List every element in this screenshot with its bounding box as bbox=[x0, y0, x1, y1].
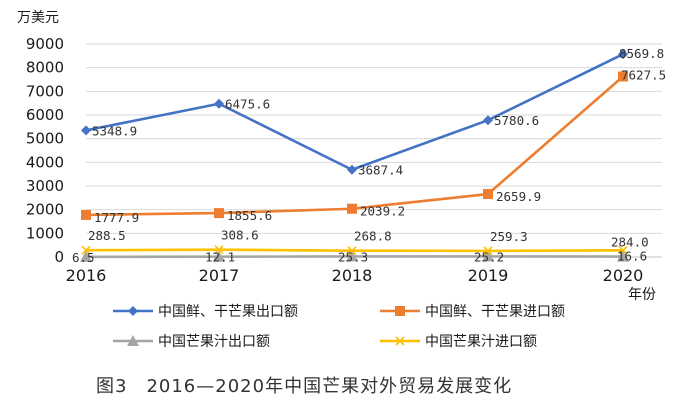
data-point-x bbox=[483, 246, 493, 256]
gridlines bbox=[86, 43, 662, 258]
x-stroke bbox=[483, 246, 493, 256]
y-tick-label: 3000 bbox=[26, 177, 64, 195]
data-point-diamond bbox=[214, 98, 224, 109]
data-point-triangle bbox=[213, 250, 225, 262]
data-point-diamond bbox=[81, 125, 91, 136]
data-point-triangle bbox=[127, 335, 139, 346]
data-label: 7627.5 bbox=[621, 67, 666, 82]
x-stroke bbox=[395, 336, 405, 346]
y-tick-label: 5000 bbox=[26, 130, 64, 148]
data-point-x bbox=[81, 245, 91, 255]
x-tick-label: 2016 bbox=[66, 266, 107, 285]
x-axis-unit-label: 年份 bbox=[628, 287, 656, 303]
data-label: 284.0 bbox=[611, 234, 649, 249]
y-tick-label: 4000 bbox=[26, 153, 64, 171]
data-label: 2659.9 bbox=[496, 189, 541, 204]
data-point-triangle bbox=[482, 250, 494, 262]
chart-title: 图3 2016—2020年中国芒果对外贸易发展变化 bbox=[96, 376, 512, 397]
data-point-triangle bbox=[346, 250, 358, 262]
data-label: 12.1 bbox=[205, 250, 235, 265]
data-label: 1777.9 bbox=[94, 210, 139, 225]
x-tick-label: 2019 bbox=[468, 266, 509, 285]
data-label: 268.8 bbox=[354, 229, 392, 244]
data-label: 3687.4 bbox=[358, 163, 403, 178]
data-label: 5780.6 bbox=[494, 113, 539, 128]
data-label: 308.6 bbox=[221, 228, 259, 243]
x-tick-label: 2020 bbox=[603, 266, 644, 285]
data-label: 25.2 bbox=[474, 249, 504, 264]
data-label: 259.3 bbox=[490, 229, 528, 244]
legend-label: 中国鲜、干芒果进口额 bbox=[425, 304, 565, 320]
data-label: 6475.6 bbox=[225, 97, 270, 112]
legend-item: 中国芒果汁进口额 bbox=[380, 334, 537, 350]
data-point-square bbox=[347, 203, 357, 214]
data-point-square bbox=[214, 208, 224, 219]
y-tick-label: 2000 bbox=[26, 201, 64, 219]
y-tick-label: 7000 bbox=[26, 82, 64, 100]
y-tick-label: 8000 bbox=[26, 59, 64, 77]
data-label: 1855.6 bbox=[227, 208, 272, 223]
legend-item: 中国鲜、干芒果出口额 bbox=[113, 304, 298, 320]
data-point-square bbox=[395, 306, 405, 316]
data-point-x bbox=[214, 245, 224, 255]
data-point-square bbox=[618, 71, 628, 82]
legend-item: 中国芒果汁出口额 bbox=[113, 334, 270, 350]
x-stroke bbox=[618, 245, 628, 255]
y-tick-label: 6000 bbox=[26, 106, 64, 124]
y-tick-label: 0 bbox=[54, 248, 64, 266]
data-label: 2039.2 bbox=[360, 204, 405, 219]
legend-item: 中国鲜、干芒果进口额 bbox=[380, 304, 565, 320]
data-label: 5348.9 bbox=[92, 123, 137, 138]
data-label: 25.3 bbox=[338, 249, 368, 264]
x-axis-ticks: 2016 2017 2018 2019 2020 bbox=[66, 266, 644, 285]
legend-label: 中国芒果汁进口额 bbox=[425, 334, 537, 350]
data-point-diamond bbox=[618, 49, 628, 60]
x-stroke bbox=[347, 246, 357, 256]
data-point-x bbox=[395, 336, 405, 346]
y-axis-ticks: 0 1000 2000 3000 4000 5000 6000 7000 8000 9000 bbox=[26, 35, 64, 266]
data-label: 16.6 bbox=[617, 249, 647, 264]
x-stroke bbox=[81, 245, 91, 255]
legend-label: 中国鲜、干芒果出口额 bbox=[158, 304, 298, 320]
y-tick-label: 1000 bbox=[26, 224, 64, 242]
data-point-diamond bbox=[483, 115, 493, 126]
data-point-square bbox=[483, 189, 493, 200]
data-point-square bbox=[81, 209, 91, 220]
x-stroke bbox=[214, 245, 224, 255]
series-markers bbox=[80, 49, 629, 262]
data-label: 6.5 bbox=[72, 250, 95, 265]
data-point-triangle bbox=[80, 250, 92, 262]
x-tick-label: 2017 bbox=[199, 266, 240, 285]
y-axis-unit-label: 万美元 bbox=[17, 10, 59, 26]
data-point-diamond bbox=[347, 164, 357, 175]
x-tick-label: 2018 bbox=[332, 266, 373, 285]
y-tick-label: 9000 bbox=[26, 35, 64, 53]
data-point-x bbox=[347, 246, 357, 256]
data-point-triangle bbox=[617, 250, 629, 262]
data-label: 288.5 bbox=[88, 228, 126, 243]
data-label: 8569.8 bbox=[619, 46, 664, 61]
data-labels: 5348.9 6475.6 3687.4 5780.6 8569.8 1777.9 1855… bbox=[72, 46, 666, 265]
data-point-x bbox=[618, 245, 628, 255]
data-point-diamond bbox=[128, 306, 138, 316]
legend-label: 中国芒果汁出口额 bbox=[158, 334, 270, 350]
